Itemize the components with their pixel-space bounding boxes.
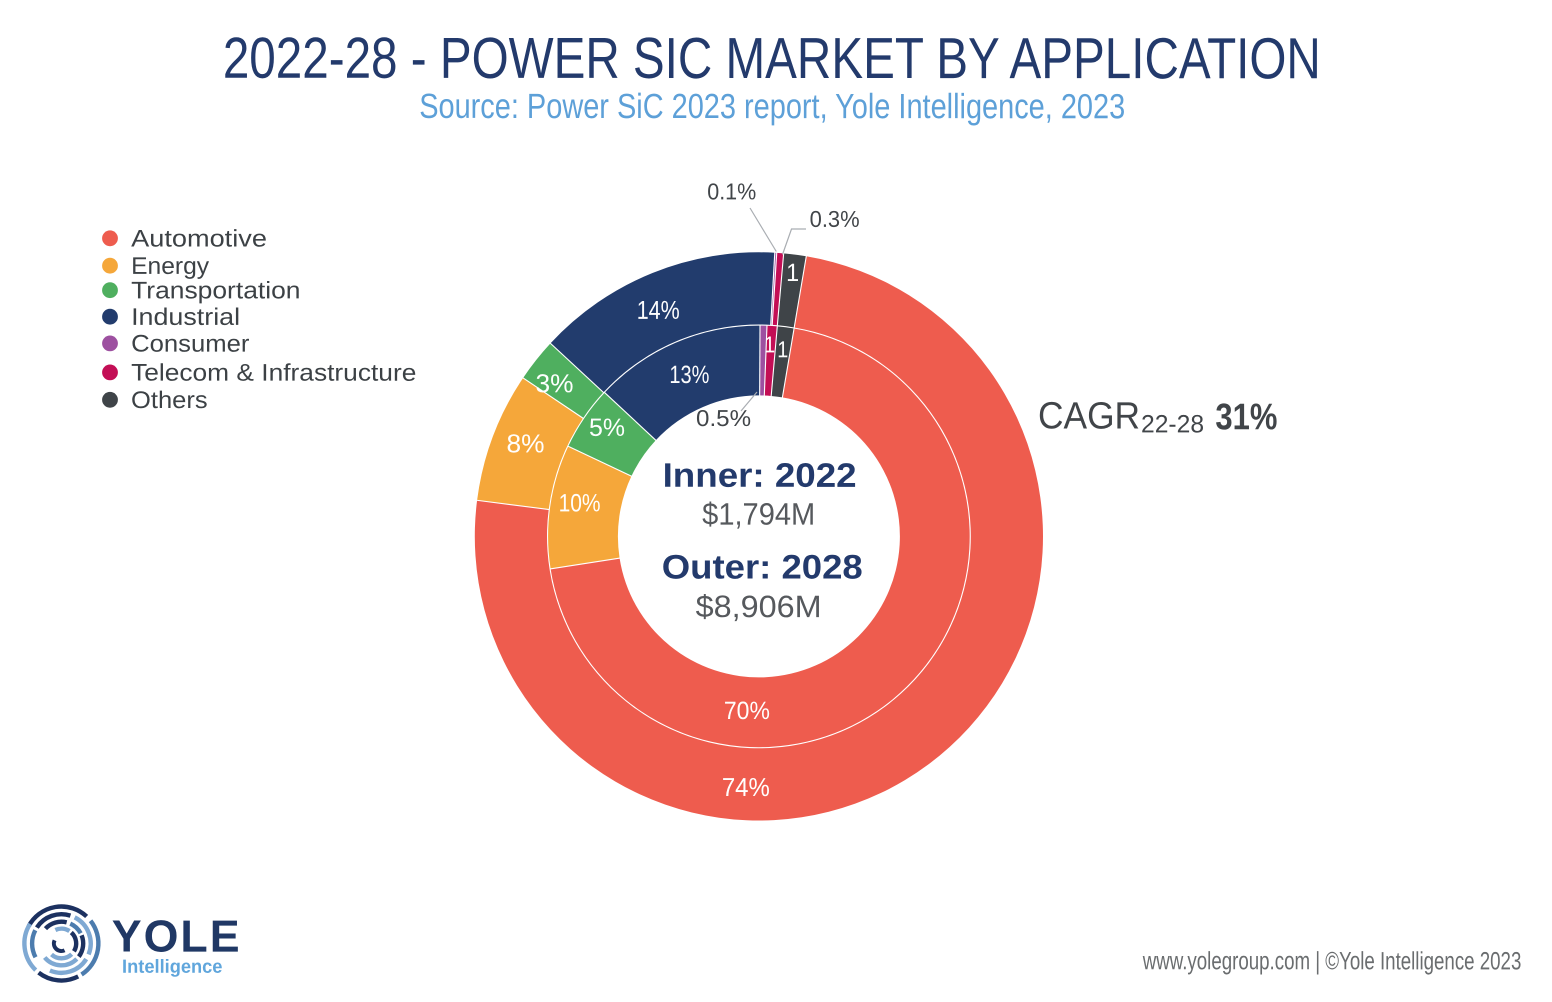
svg-text:13%: 13% bbox=[669, 361, 709, 389]
svg-text:31%: 31% bbox=[1215, 396, 1277, 437]
svg-text:0.5%: 0.5% bbox=[696, 405, 751, 431]
svg-text:YOLE: YOLE bbox=[112, 911, 242, 962]
svg-text:70%: 70% bbox=[724, 697, 770, 725]
svg-text:$8,906M: $8,906M bbox=[696, 589, 822, 624]
svg-text:10%: 10% bbox=[559, 489, 601, 517]
svg-text:0.3%: 0.3% bbox=[810, 206, 860, 232]
svg-text:3%: 3% bbox=[535, 368, 573, 398]
svg-text:Consumer: Consumer bbox=[131, 331, 249, 358]
svg-text:1: 1 bbox=[786, 259, 799, 287]
svg-text:0.1%: 0.1% bbox=[707, 178, 756, 204]
svg-text:Transportation: Transportation bbox=[131, 277, 300, 304]
svg-text:Outer: 2028: Outer: 2028 bbox=[662, 548, 863, 586]
svg-text:1: 1 bbox=[764, 331, 775, 357]
svg-text:$1,794M: $1,794M bbox=[702, 497, 815, 532]
svg-text:Industrial: Industrial bbox=[131, 304, 240, 331]
svg-text:Automotive: Automotive bbox=[131, 225, 267, 252]
svg-text:5%: 5% bbox=[589, 414, 625, 442]
svg-text:CAGR: CAGR bbox=[1038, 395, 1140, 437]
svg-text:Energy: Energy bbox=[131, 253, 209, 280]
svg-text:74%: 74% bbox=[722, 772, 770, 802]
svg-text:Telecom & Infrastructure: Telecom & Infrastructure bbox=[131, 360, 416, 387]
svg-text:www.yolegroup.com | ©Yole Inte: www.yolegroup.com | ©Yole Intelligence 2… bbox=[1142, 947, 1521, 975]
svg-text:14%: 14% bbox=[637, 295, 680, 325]
svg-text:8%: 8% bbox=[507, 428, 545, 458]
svg-text:22-28: 22-28 bbox=[1141, 410, 1204, 438]
svg-text:1: 1 bbox=[777, 336, 788, 362]
svg-text:Intelligence: Intelligence bbox=[122, 957, 222, 978]
svg-text:Others: Others bbox=[131, 387, 208, 414]
svg-text:2022-28 - POWER SIC MARKET BY: 2022-28 - POWER SIC MARKET BY APPLICATIO… bbox=[223, 26, 1321, 92]
svg-text:Source: Power SiC 2023 report,: Source: Power SiC 2023 report, Yole Inte… bbox=[419, 87, 1125, 126]
svg-text:Inner: 2022: Inner: 2022 bbox=[663, 457, 857, 495]
